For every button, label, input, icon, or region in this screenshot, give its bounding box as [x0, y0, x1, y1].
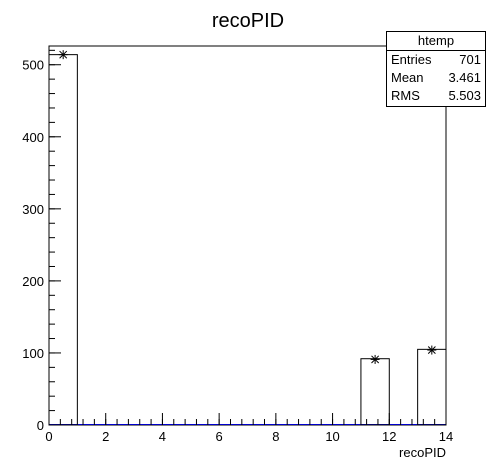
marker-stroke [427, 346, 436, 355]
stats-mean-value: 3.461 [448, 70, 481, 85]
stats-rms-row: RMS 5.503 [387, 87, 485, 105]
y-tick-label: 300 [22, 202, 44, 217]
stats-entries-value: 701 [459, 52, 481, 67]
stats-rms-label: RMS [391, 88, 420, 103]
marker-stroke [59, 50, 68, 59]
data-point-marker [427, 345, 437, 355]
x-tick-label: 0 [45, 429, 52, 444]
stats-title: htemp [387, 32, 485, 51]
x-axis-label: recoPID [399, 445, 446, 460]
x-tick-label: 2 [102, 429, 109, 444]
stats-box: htemp Entries 701 Mean 3.461 RMS 5.503 [386, 31, 486, 107]
stats-entries-row: Entries 701 [387, 51, 485, 69]
y-tick-label: 200 [22, 274, 44, 289]
y-tick-label: 400 [22, 130, 44, 145]
y-tick-label: 500 [22, 58, 44, 73]
data-point-marker [370, 354, 380, 364]
x-tick-label: 4 [159, 429, 166, 444]
chart-title: recoPID [212, 10, 284, 32]
stats-rms-value: 5.503 [448, 88, 481, 103]
x-tick-label: 12 [382, 429, 396, 444]
stats-mean-label: Mean [391, 70, 424, 85]
stats-entries-label: Entries [391, 52, 432, 67]
data-point-marker [58, 50, 68, 60]
histogram-bar [360, 358, 390, 426]
histogram-bar [48, 54, 78, 426]
stats-mean-row: Mean 3.461 [387, 69, 485, 87]
x-tick-label: 6 [216, 429, 223, 444]
histogram-bar [417, 348, 447, 426]
x-tick-label: 14 [439, 429, 453, 444]
y-tick-label: 100 [22, 346, 44, 361]
y-tick-label: 0 [37, 418, 44, 433]
x-tick-label: 10 [325, 429, 339, 444]
x-tick-label: 8 [272, 429, 279, 444]
marker-stroke [371, 355, 380, 364]
